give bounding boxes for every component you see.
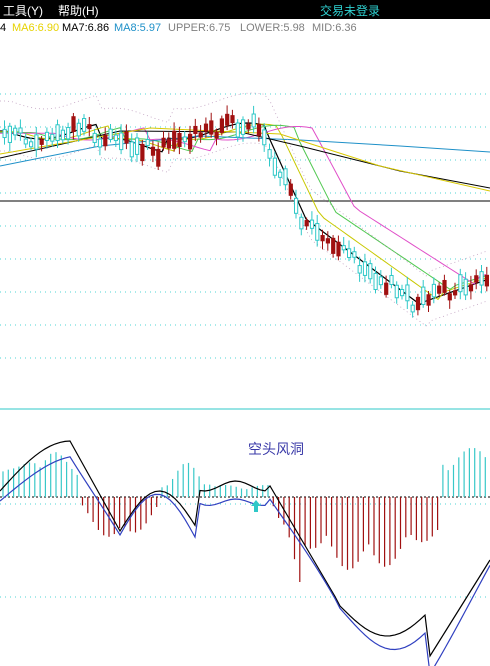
menu-tools[interactable]: 工具(Y) xyxy=(3,4,44,18)
legend-item-ma7: MA7:6.86 xyxy=(62,22,110,34)
legend-item-lower: LOWER:5.98 xyxy=(240,22,305,34)
legend-item-upper: UPPER:6.75 xyxy=(168,22,231,34)
candles xyxy=(2,105,489,318)
menu-help[interactable]: 帮助(H) xyxy=(58,4,99,18)
macd-panel xyxy=(0,440,490,666)
legend-item-ma6: MA6:6.90 xyxy=(12,22,60,34)
macd-annotation: 空头风洞 xyxy=(248,441,304,457)
legend-item-ma8: MA8:5.97 xyxy=(114,22,162,34)
trade-login-status[interactable]: 交易未登录 xyxy=(320,4,381,18)
indicator-legend: 4 MA6:6.90 MA7:6.86 MA8:5.97 UPPER:6.75 … xyxy=(0,22,490,36)
menu-bar: 工具(Y) 帮助(H) 交易未登录 xyxy=(0,0,490,19)
chart-grid xyxy=(0,93,490,598)
legend-item-mid: MID:6.36 xyxy=(312,22,357,34)
candlestick-chart[interactable]: 空头风洞 xyxy=(0,36,490,666)
up-arrow-icon xyxy=(251,500,261,512)
legend-item-value: 4 xyxy=(0,22,7,34)
